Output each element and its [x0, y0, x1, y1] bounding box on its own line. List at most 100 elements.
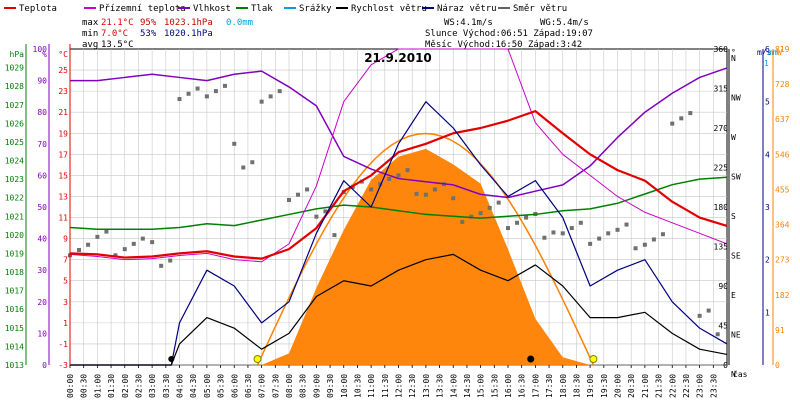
wind-direction-point [77, 248, 82, 253]
left-axis-tick-label: 10 [37, 329, 47, 338]
left-axis-tick-label: 70 [37, 140, 47, 149]
left-axis-tick-label: 1029 [5, 64, 24, 73]
wind-direction-point [487, 205, 492, 210]
left-axis-tick-label: 1019 [5, 249, 24, 258]
right-axis-tick-wind: 4 [765, 150, 770, 159]
sun-arc-line [256, 132, 595, 366]
wind-direction-point [706, 308, 711, 313]
left-axis-tick-label: 30 [37, 266, 47, 275]
x-tick-label: 12:00 [395, 374, 404, 398]
left-axis-tick-label: 1023 [5, 175, 24, 184]
series-line-vlhkost [70, 67, 728, 199]
right-axis-tick-direction: 180 [714, 203, 729, 212]
right-axis-tick-direction: 225 [714, 164, 729, 173]
wind-direction-point [287, 197, 291, 202]
axes: 00:00 00:30 01:00 01:30 02:00 02:30 03:00 03:30… [5, 44, 790, 398]
x-tick-label: 07:30 [271, 374, 280, 398]
stats-sun: Slunce Východ:06:51 Západ:19:07 [425, 29, 593, 39]
wind-direction-point [414, 191, 419, 196]
left-axis-tick-label: 20 [37, 298, 47, 307]
x-tick-label: 14:00 [449, 374, 458, 398]
stats-block: max 21.1°C 95% 1023.1hPa 0.0mm min 7.0°C… [82, 18, 593, 50]
x-tick-label: 07:00 [258, 374, 267, 398]
stats-min-press: 1020.1hPa [164, 29, 213, 39]
legend-label-vlhkost: Vlhkost [193, 4, 231, 14]
right-axis-direction-label: N [731, 370, 736, 379]
right-axis-tick-solar: 364 [775, 221, 790, 230]
right-axis-direction-label: SW [731, 173, 741, 182]
left-axis-tick-label: 7 [63, 256, 68, 265]
wind-direction-point [633, 246, 638, 251]
left-axis-tick-label: 3 [63, 298, 68, 307]
x-tick-label: 09:30 [326, 374, 335, 398]
right-axis-tick-wind: 6 [765, 45, 770, 54]
x-tick-label: 09:00 [312, 374, 321, 398]
left-axis-tick-label: 23 [58, 87, 68, 96]
wind-direction-point [597, 236, 602, 241]
wind-direction-point [515, 220, 520, 225]
left-axis-tick-label: 100 [33, 45, 48, 54]
wind-direction-point [268, 94, 273, 99]
left-axis-tick-label: 1014 [5, 342, 24, 351]
wind-direction-point [524, 215, 529, 220]
legend-label-rychlost-vetru: Rychlost větru [351, 4, 427, 14]
wind-direction-point [551, 230, 556, 235]
wind-direction-point [186, 91, 191, 96]
left-axis-tick-label: 40 [37, 235, 47, 244]
wind-direction-point [222, 83, 227, 88]
wind-direction-point [405, 168, 410, 173]
left-axis-tick-label: 60 [37, 171, 47, 180]
right-axis-direction-label: W [731, 133, 736, 142]
wind-direction-point [578, 220, 583, 225]
wind-direction-point [451, 196, 456, 201]
series-line-tlak [69, 176, 728, 231]
wind-direction-point [432, 187, 437, 192]
stats-avg-label: avg [82, 40, 98, 50]
x-tick-label: 15:30 [490, 374, 499, 398]
wind-direction-point [259, 99, 264, 104]
wind-direction-point [241, 165, 246, 170]
wind-direction-point [150, 240, 155, 245]
x-tick-label: 13:30 [436, 374, 445, 398]
left-axis-tick-label: 1027 [5, 101, 24, 110]
wind-direction-point [86, 242, 91, 247]
stats-min-temp: 7.0°C [101, 29, 128, 39]
series-line-teplota [69, 110, 728, 260]
left-axis-tick-label: 1013 [5, 361, 24, 370]
x-tick-label: 08:00 [285, 374, 294, 398]
x-tick-label: 12:30 [408, 374, 417, 398]
right-axis-tick-wind: 1 [765, 308, 770, 317]
wind-direction-point [588, 241, 593, 246]
wind-direction-point [387, 176, 392, 181]
solar-radiation [261, 148, 591, 365]
left-axis-tick-label: 9 [63, 235, 68, 244]
moonset-marker [168, 356, 175, 362]
wind-direction-point [140, 236, 145, 241]
wind-direction-point [323, 209, 328, 214]
wind-direction-point [606, 231, 611, 236]
x-tick-label: 04:00 [176, 374, 185, 398]
right-axis-tick-solar: 182 [775, 291, 790, 300]
x-tick-label: 18:30 [572, 374, 581, 398]
x-tick-label: 01:30 [107, 374, 116, 398]
right-axis-tick-direction: 90 [718, 282, 728, 291]
wind-direction-points [68, 83, 720, 337]
left-axis-tick-label: 13 [58, 192, 68, 201]
wind-direction-point [396, 173, 401, 178]
left-axis-tick-label: 1022 [5, 194, 24, 203]
wind-direction-point [296, 192, 301, 197]
wind-direction-point [615, 227, 620, 232]
wind-direction-point [670, 121, 675, 126]
right-axis-tick-solar: 273 [775, 256, 790, 265]
solar-radiation-area [261, 148, 591, 365]
wind-direction-point [506, 226, 510, 231]
right-axis-direction-label: NE [731, 331, 741, 340]
x-tick-label: 06:30 [244, 374, 253, 398]
left-axis-tick-label: 21 [58, 108, 68, 117]
legend: Teplota Přízemní teplota Vlhkost Tlak Sr… [4, 4, 567, 14]
wind-direction-point [122, 247, 127, 252]
left-axis-tick-label: 11 [58, 214, 68, 223]
x-tick-label: 00:30 [80, 374, 89, 398]
x-tick-label: 21:30 [655, 374, 664, 398]
